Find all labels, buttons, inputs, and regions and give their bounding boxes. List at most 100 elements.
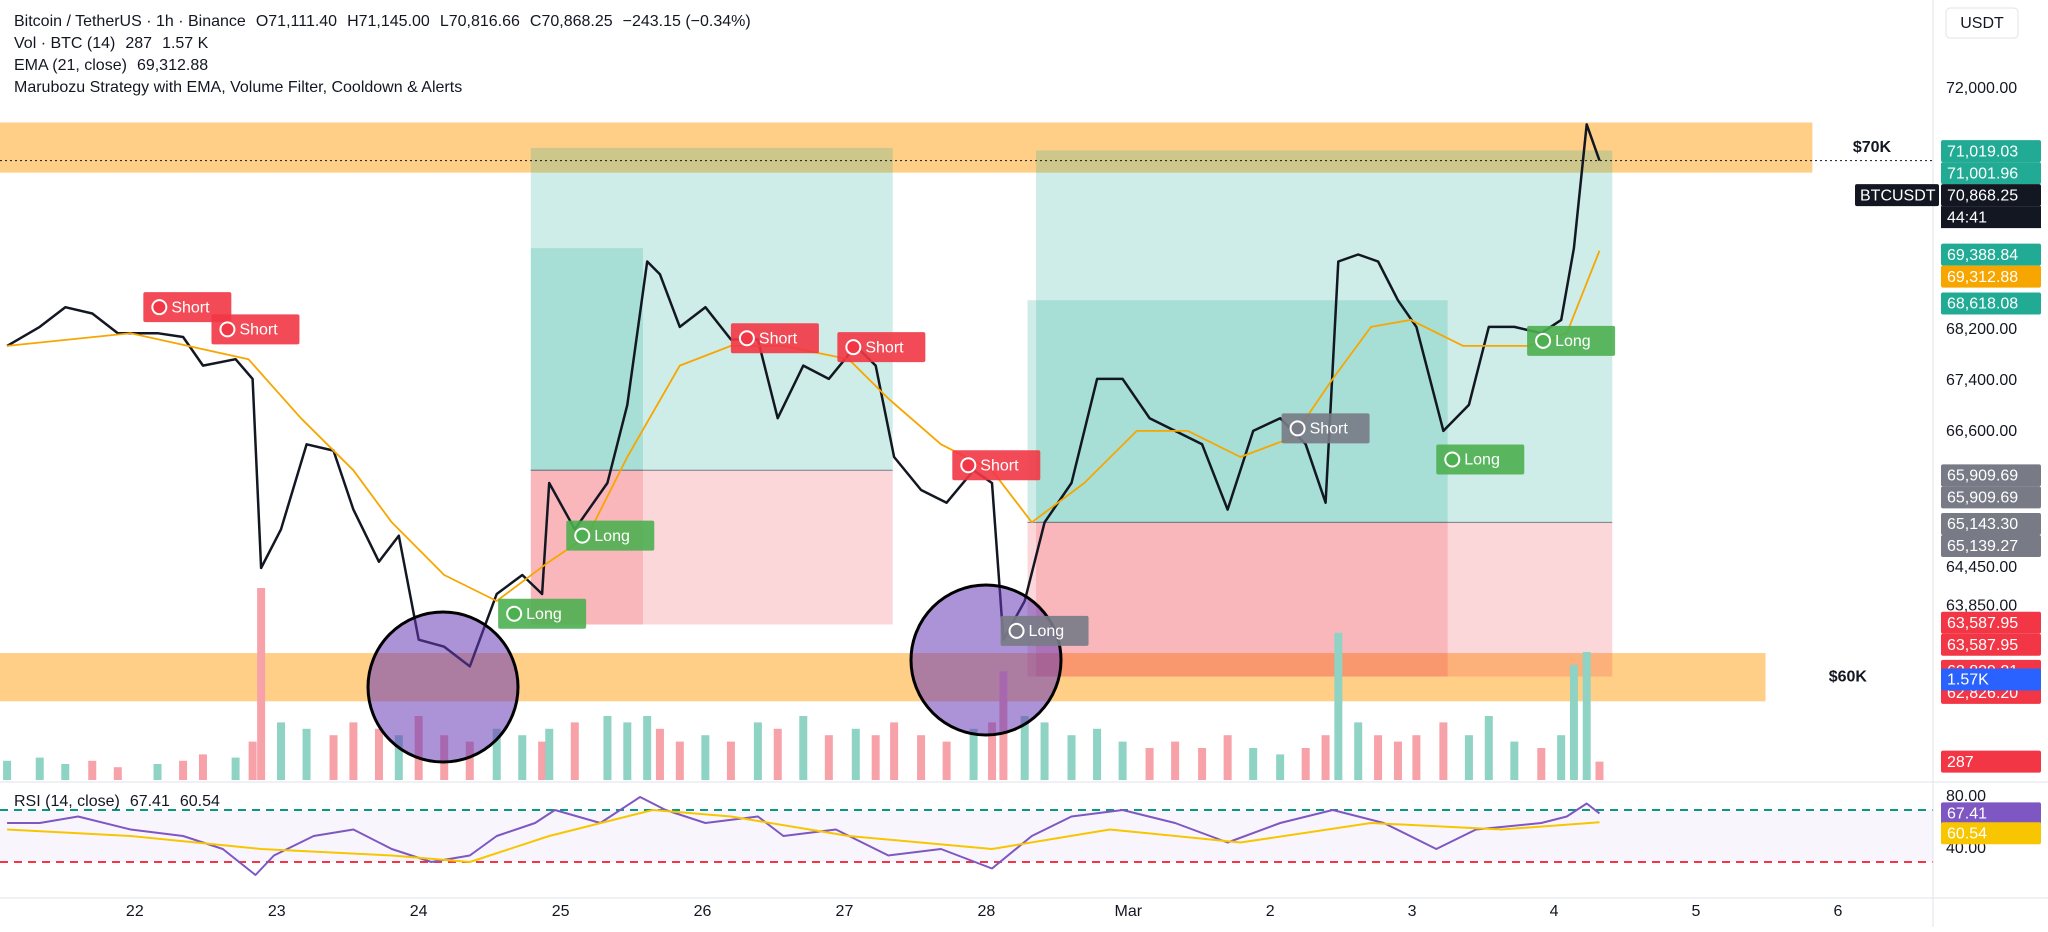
x-tick-label: 3 (1408, 903, 1417, 920)
volume-bar (465, 741, 474, 780)
signal-box (498, 598, 587, 629)
y-tick-label: 66,600.00 (1946, 423, 2017, 440)
signal-box (952, 450, 1041, 481)
signal-label: Long (594, 528, 630, 545)
volume-bar (231, 757, 240, 780)
price-tag-label: 65,143.30 (1947, 516, 2018, 533)
volume-bar (1067, 735, 1076, 780)
price-tag-label: 69,388.84 (1947, 247, 2018, 264)
volume-bar (349, 722, 358, 780)
x-tick-label: 25 (552, 903, 570, 920)
volume-bar (726, 741, 735, 780)
volume-bar (1040, 722, 1049, 780)
legend-text: H71,145.00 (347, 13, 430, 30)
signal-dot (845, 339, 862, 356)
price-tag-label: 65,909.69 (1947, 490, 2018, 507)
volume-bar (61, 764, 70, 780)
circle (366, 610, 520, 764)
price-tag (1941, 184, 2041, 207)
signal-dot (506, 605, 523, 622)
series-line (7, 250, 1601, 602)
x-tick-label: 2 (1266, 903, 1275, 920)
volume-bar (1249, 748, 1258, 780)
signal-label: Short (865, 339, 904, 356)
price-tag (1941, 140, 2041, 163)
signal-dot (738, 330, 755, 347)
legend-text: EMA (21, close) (14, 57, 127, 74)
volume-bar (1393, 741, 1402, 780)
x-tick-label: 28 (977, 903, 995, 920)
volume-bar (518, 735, 527, 780)
volume-bar (302, 728, 311, 780)
x-tick-label: 4 (1550, 903, 1559, 920)
rsi-tick-label: 80.00 (1946, 788, 1986, 805)
price-tag (1941, 243, 2041, 266)
volume-bar (1412, 735, 1421, 780)
signal-box (566, 520, 655, 551)
volume-bar (1223, 735, 1232, 780)
volume-bar (942, 741, 951, 780)
price-tag-label: 63,587.95 (1947, 637, 2018, 654)
legend-text: 67.41 (130, 793, 170, 810)
volume-bar (538, 741, 547, 780)
price-tag (1941, 464, 2041, 487)
zone (0, 122, 1813, 173)
volume-bar (570, 722, 579, 780)
y-tick-label: 72,000.00 (1946, 80, 2017, 97)
signal-dot (1289, 420, 1306, 437)
legend-text: −243.15 (−0.34%) (623, 13, 751, 30)
legend-text: 69,312.88 (137, 57, 208, 74)
price-tag-label: 67.41 (1947, 806, 1987, 823)
x-tick-label: Mar (1115, 903, 1143, 920)
volume-bar (1582, 652, 1591, 780)
signal-dot (574, 527, 591, 544)
volume-bar (773, 728, 782, 780)
volume-bar (1439, 722, 1448, 780)
signal-box (143, 292, 232, 323)
price-tag-label: 69,312.88 (1947, 269, 2018, 286)
legend: Bitcoin / TetherUS · 1h · Binance O71,111… (14, 13, 751, 810)
signal-dot (1535, 332, 1552, 349)
price-tag-label: 63,587.95 (1947, 615, 2018, 632)
zone-label: $70K (1853, 139, 1892, 156)
x-tick-label: 5 (1692, 903, 1701, 920)
signal-label: Short (1310, 421, 1349, 438)
legend-text: 287 (125, 35, 152, 52)
x-tick-label: 6 (1833, 903, 1842, 920)
price-tag-label: 71,001.96 (1947, 165, 2018, 182)
signals: Short Short Short Short Short Short Long Long Lo… (143, 292, 1616, 646)
zones: $70K $60K (0, 122, 1892, 702)
volume-bar (1145, 748, 1154, 780)
volume-bar (35, 757, 44, 780)
volume-bar (851, 728, 860, 780)
volume-bar (1374, 735, 1383, 780)
price-tag (1941, 513, 2041, 536)
volume-bar (153, 764, 162, 780)
countdown: 44:41 (1947, 209, 1987, 226)
y-tick-label: 64,450.00 (1946, 559, 2017, 576)
volume-bar (1198, 748, 1207, 780)
volume-bar (753, 722, 762, 780)
series-line (7, 809, 1600, 863)
price-tag (1941, 668, 2041, 691)
volume-bar (492, 728, 501, 780)
price-tag (1941, 292, 2041, 315)
zone (0, 653, 1766, 702)
volume-bar (871, 735, 880, 780)
positions (530, 147, 1613, 677)
rsi-pane (0, 796, 1933, 876)
legend-text: O71,111.40 (256, 13, 337, 30)
volume-bar (374, 728, 383, 780)
volume-bar (1484, 716, 1493, 780)
rsi-tick-label: 40.00 (1946, 840, 1986, 857)
currency-box[interactable] (1945, 7, 2019, 39)
volume-bar (1171, 741, 1180, 780)
volume-bar (1595, 761, 1604, 780)
profit-zone (1027, 300, 1448, 523)
volume-bar (394, 735, 403, 780)
signal-dot (1008, 622, 1025, 639)
x-tick-label: 27 (836, 903, 854, 920)
volume-bar (1557, 735, 1566, 780)
